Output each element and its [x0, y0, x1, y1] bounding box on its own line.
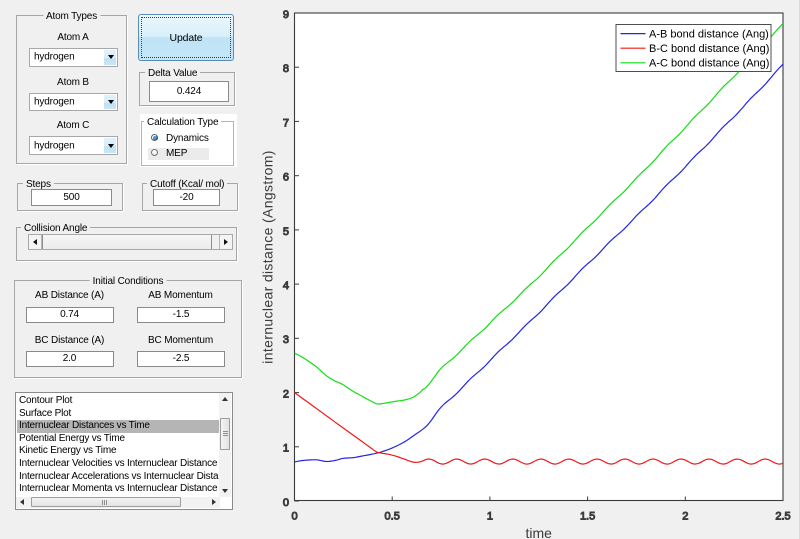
- svg-text:2: 2: [283, 389, 289, 401]
- svg-text:1: 1: [487, 510, 493, 522]
- svg-text:0.5: 0.5: [385, 510, 400, 522]
- svg-text:A-B bond distance (Ang): A-B bond distance (Ang): [649, 28, 769, 40]
- svg-text:8: 8: [283, 63, 289, 75]
- svg-text:4: 4: [283, 280, 289, 292]
- svg-text:6: 6: [283, 172, 289, 184]
- svg-text:B-C bond distance (Ang): B-C bond distance (Ang): [649, 43, 769, 55]
- svg-text:internuclear distance (Angstro: internuclear distance (Angstrom): [260, 150, 276, 364]
- svg-text:2: 2: [682, 510, 688, 522]
- svg-text:1: 1: [283, 443, 289, 455]
- svg-text:9: 9: [283, 9, 289, 21]
- svg-text:5: 5: [283, 226, 289, 238]
- svg-text:1.5: 1.5: [580, 510, 595, 522]
- svg-text:0: 0: [283, 497, 289, 509]
- svg-text:3: 3: [283, 334, 289, 346]
- svg-text:A-C bond distance (Ang): A-C bond distance (Ang): [649, 58, 769, 70]
- svg-text:0: 0: [291, 510, 297, 522]
- svg-text:time: time: [525, 525, 552, 539]
- svg-text:7: 7: [283, 117, 289, 129]
- svg-text:2.5: 2.5: [775, 510, 790, 522]
